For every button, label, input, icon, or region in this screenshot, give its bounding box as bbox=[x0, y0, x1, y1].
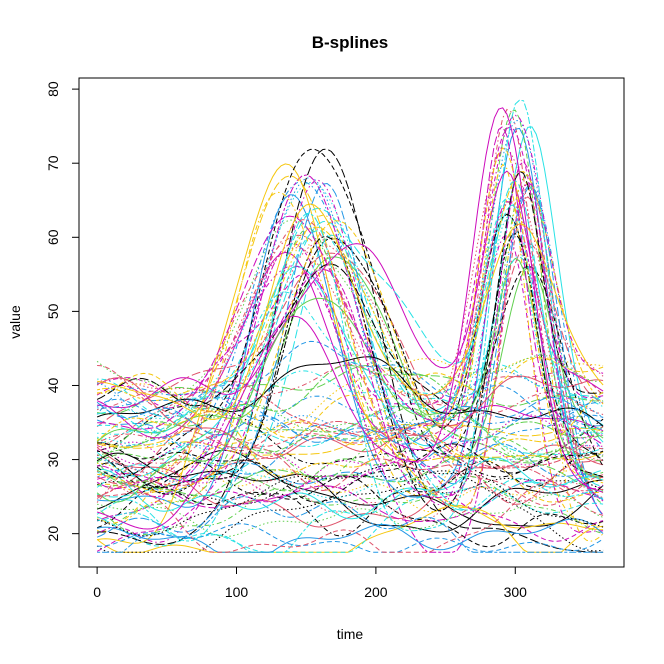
series-line bbox=[96, 257, 604, 503]
series-line bbox=[96, 120, 604, 482]
series-line bbox=[96, 179, 604, 543]
series-line bbox=[96, 391, 604, 477]
series-line bbox=[96, 454, 604, 497]
series-line bbox=[96, 181, 604, 435]
y-axis-label: value bbox=[7, 305, 23, 339]
series-line bbox=[96, 405, 604, 462]
series-line bbox=[96, 421, 604, 498]
series-line bbox=[96, 354, 604, 432]
y-tick-label: 40 bbox=[45, 377, 61, 393]
series-line bbox=[97, 148, 604, 553]
y-tick-label: 20 bbox=[45, 526, 61, 542]
series-line bbox=[96, 470, 604, 553]
series-line bbox=[96, 396, 604, 445]
x-tick-label: 0 bbox=[93, 584, 101, 600]
series-line bbox=[96, 213, 604, 495]
series-line bbox=[97, 423, 604, 456]
series-line bbox=[97, 363, 604, 418]
series-line bbox=[96, 175, 604, 462]
series-line bbox=[96, 408, 604, 485]
series-line bbox=[97, 147, 604, 492]
series-line bbox=[96, 256, 604, 461]
chart-title: B-splines bbox=[312, 33, 389, 52]
series-line bbox=[96, 407, 604, 463]
series-line bbox=[96, 387, 604, 465]
series-line bbox=[96, 170, 604, 412]
series-line bbox=[96, 464, 604, 537]
series-line bbox=[96, 108, 604, 450]
series-line bbox=[96, 518, 604, 553]
series-line bbox=[97, 99, 604, 542]
series-line bbox=[96, 475, 604, 536]
series-line bbox=[97, 125, 604, 446]
series-line bbox=[96, 114, 604, 430]
y-tick-label: 70 bbox=[45, 155, 61, 171]
series-line bbox=[97, 414, 604, 498]
series-line bbox=[97, 163, 604, 553]
series-line bbox=[96, 174, 604, 534]
series-line bbox=[96, 452, 604, 537]
series-line bbox=[97, 148, 604, 467]
series-line bbox=[96, 397, 604, 478]
series-line bbox=[96, 356, 604, 427]
series-line bbox=[96, 107, 604, 530]
series-line bbox=[96, 475, 604, 548]
x-tick-label: 300 bbox=[504, 584, 528, 600]
y-tick-label: 80 bbox=[45, 81, 61, 97]
series-line bbox=[97, 394, 604, 442]
x-tick-label: 100 bbox=[225, 584, 249, 600]
series-line bbox=[96, 109, 604, 504]
series-line bbox=[97, 460, 604, 513]
series-line bbox=[96, 196, 604, 514]
series-line bbox=[96, 126, 604, 409]
series-line bbox=[96, 477, 604, 553]
series-line bbox=[97, 357, 604, 439]
series-line bbox=[97, 232, 604, 512]
y-tick-label: 50 bbox=[45, 303, 61, 319]
series-line bbox=[96, 160, 604, 499]
y-tick-label: 30 bbox=[45, 452, 61, 468]
series-line bbox=[97, 170, 604, 409]
series-line bbox=[96, 364, 604, 415]
x-axis: 0 100 200 300 bbox=[93, 566, 528, 600]
y-axis: 20 30 40 50 60 70 80 bbox=[45, 81, 80, 542]
curves bbox=[96, 99, 604, 553]
series-line bbox=[96, 430, 604, 505]
series-line bbox=[96, 412, 604, 487]
x-axis-label: time bbox=[337, 626, 364, 642]
series-line bbox=[97, 356, 604, 433]
series-line bbox=[96, 428, 604, 506]
y-tick-label: 60 bbox=[45, 229, 61, 245]
series-line bbox=[96, 380, 604, 469]
series-line bbox=[96, 375, 604, 460]
series-line bbox=[97, 482, 604, 553]
series-line bbox=[96, 163, 604, 527]
series-line bbox=[96, 504, 604, 553]
x-tick-label: 200 bbox=[364, 584, 388, 600]
series-line bbox=[96, 424, 604, 493]
series-line bbox=[96, 126, 604, 477]
series-line bbox=[96, 452, 604, 533]
series-line bbox=[96, 443, 604, 503]
series-line bbox=[96, 179, 604, 434]
series-line bbox=[97, 203, 604, 420]
series-line bbox=[96, 234, 604, 512]
series-line bbox=[96, 493, 604, 538]
series-line bbox=[97, 432, 604, 499]
series-line bbox=[97, 174, 604, 502]
